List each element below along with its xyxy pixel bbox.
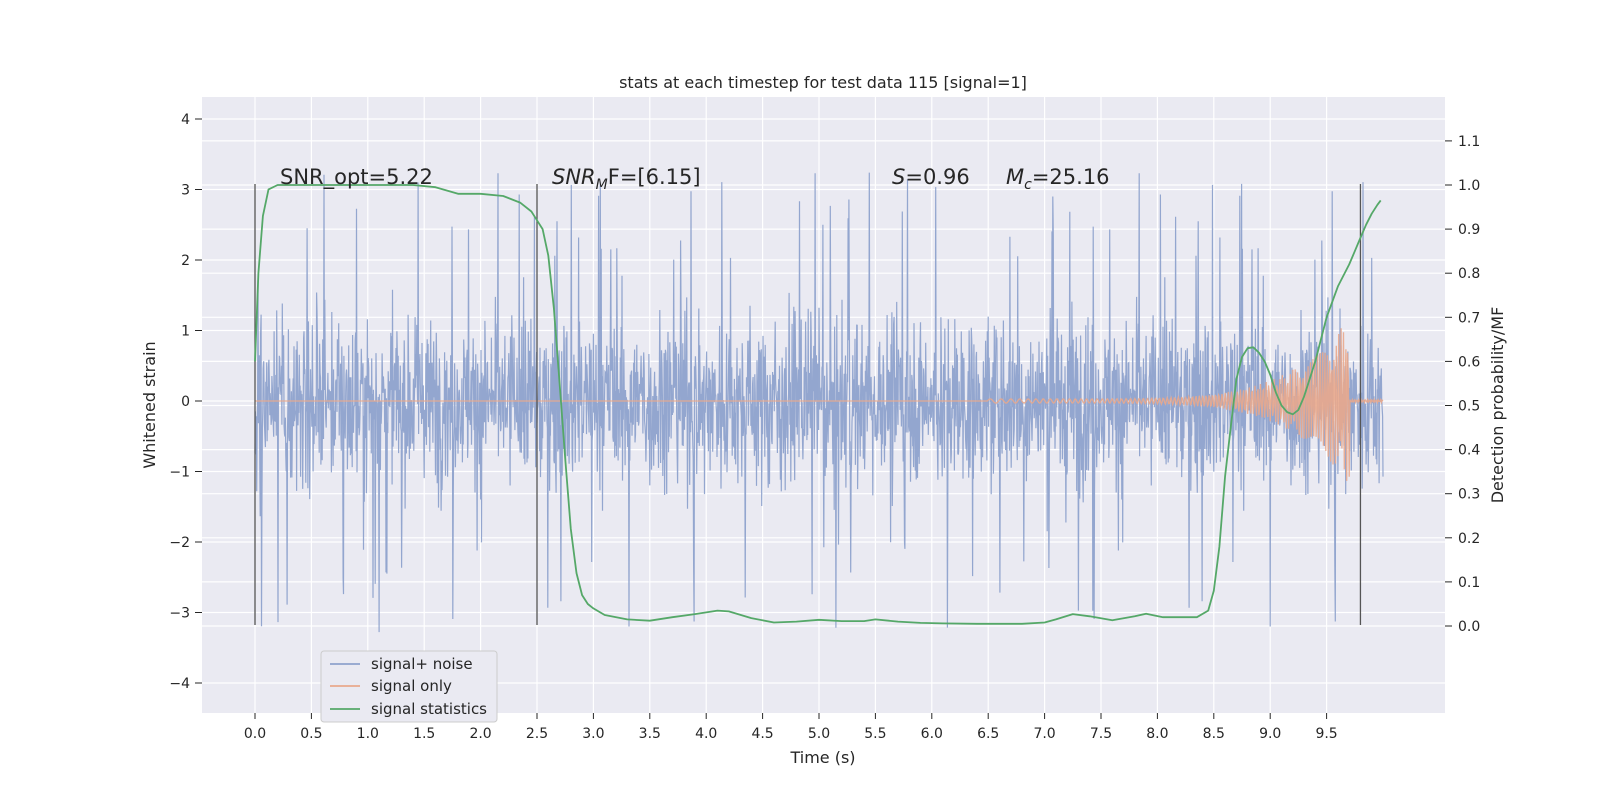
y-right-tick-label: 0.2 [1458, 531, 1480, 547]
x-tick-label: 2.5 [526, 726, 548, 742]
y-right-tick-label: 0.6 [1458, 354, 1480, 370]
y-left-tick-label: −4 [169, 676, 190, 692]
legend: signal+ noise signal only signal statist… [320, 650, 498, 723]
s-annotation: S=0.96 [892, 165, 970, 189]
y-right-tick-label: 0.7 [1458, 310, 1480, 326]
vertical-markers [254, 184, 1362, 625]
legend-label-noise: signal+ noise [371, 655, 473, 673]
y-right-tick-label: 0.1 [1458, 575, 1480, 591]
snr-mf-annotation: SNRMF=[6.15] [552, 165, 701, 193]
mc-annotation: Mc=25.16 [1006, 165, 1110, 193]
y-right-tick-label: 0.4 [1458, 443, 1480, 459]
y-right-tick-label: 0.9 [1458, 222, 1480, 238]
signal-only-line [255, 328, 1384, 481]
legend-box [320, 650, 498, 723]
signal-noise-series [254, 172, 1384, 633]
x-tick-label: 8.5 [1203, 726, 1225, 742]
x-tick-label: 4.5 [751, 726, 773, 742]
x-tick-label: 9.0 [1259, 726, 1281, 742]
y-left-tick-label: 2 [181, 253, 190, 269]
y-left-tick-label: −1 [169, 465, 190, 481]
y-right-tick-label: 0.0 [1458, 619, 1480, 635]
y-left-tick-label: 3 [181, 183, 190, 199]
x-axis-label: Time (s) [789, 748, 855, 767]
snr-opt-annotation: SNR_opt=5.22 [280, 165, 433, 190]
legend-label-signal: signal only [371, 677, 452, 695]
y-right-tick-label: 1.0 [1458, 178, 1480, 194]
signal-statistics-line [254, 184, 1382, 625]
x-tick-label: 1.5 [413, 726, 435, 742]
x-tick-label: 1.0 [357, 726, 379, 742]
x-tick-label: 3.5 [639, 726, 661, 742]
y-right-axis-label: Detection probability/MF [1488, 307, 1507, 504]
y-left-tick-label: −3 [169, 606, 190, 622]
y-left-tick-label: −2 [169, 535, 190, 551]
y-right-tick-label: 0.8 [1458, 266, 1480, 282]
y-right-tick-label: 1.1 [1458, 134, 1480, 150]
x-tick-label: 2.0 [469, 726, 491, 742]
x-tick-label: 7.0 [1033, 726, 1055, 742]
y-right-tick-label: 0.3 [1458, 487, 1480, 503]
x-tick-label: 7.5 [1090, 726, 1112, 742]
y-right-ticks: 1.1 1.0 0.9 0.8 0.7 0.6 0.5 0.4 0.3 0.2 0.1 0.0 [1445, 134, 1480, 635]
legend-label-stats: signal statistics [371, 700, 487, 718]
x-tick-label: 6.5 [977, 726, 999, 742]
x-tick-label: 8.0 [1146, 726, 1168, 742]
x-tick-label: 4.0 [695, 726, 717, 742]
x-tick-label: 6.0 [921, 726, 943, 742]
signal-statistics-series [254, 184, 1382, 625]
y-right-tick-label: 0.5 [1458, 399, 1480, 415]
y-left-tick-label: 4 [181, 112, 190, 128]
x-tick-label: 0.0 [244, 726, 266, 742]
y-left-axis-label: Whitened strain [140, 341, 159, 468]
x-tick-label: 5.5 [864, 726, 886, 742]
y-left-tick-label: 0 [181, 394, 190, 410]
x-ticks: 0.0 0.5 1.0 1.5 2.0 2.5 3.0 3.5 4.0 4.5 5.0 5.5 6.0 6… [244, 713, 1338, 742]
signal-only-series [255, 328, 1384, 481]
chart-title: stats at each timestep for test data 115… [619, 73, 1027, 92]
x-tick-label: 3.0 [582, 726, 604, 742]
x-tick-label: 0.5 [300, 726, 322, 742]
x-tick-label: 5.0 [808, 726, 830, 742]
noise-line [254, 172, 1384, 633]
x-tick-label: 9.5 [1315, 726, 1337, 742]
y-left-tick-label: 1 [181, 324, 190, 340]
y-left-ticks: 4 3 2 1 0 −1 −2 −3 −4 [169, 112, 202, 692]
